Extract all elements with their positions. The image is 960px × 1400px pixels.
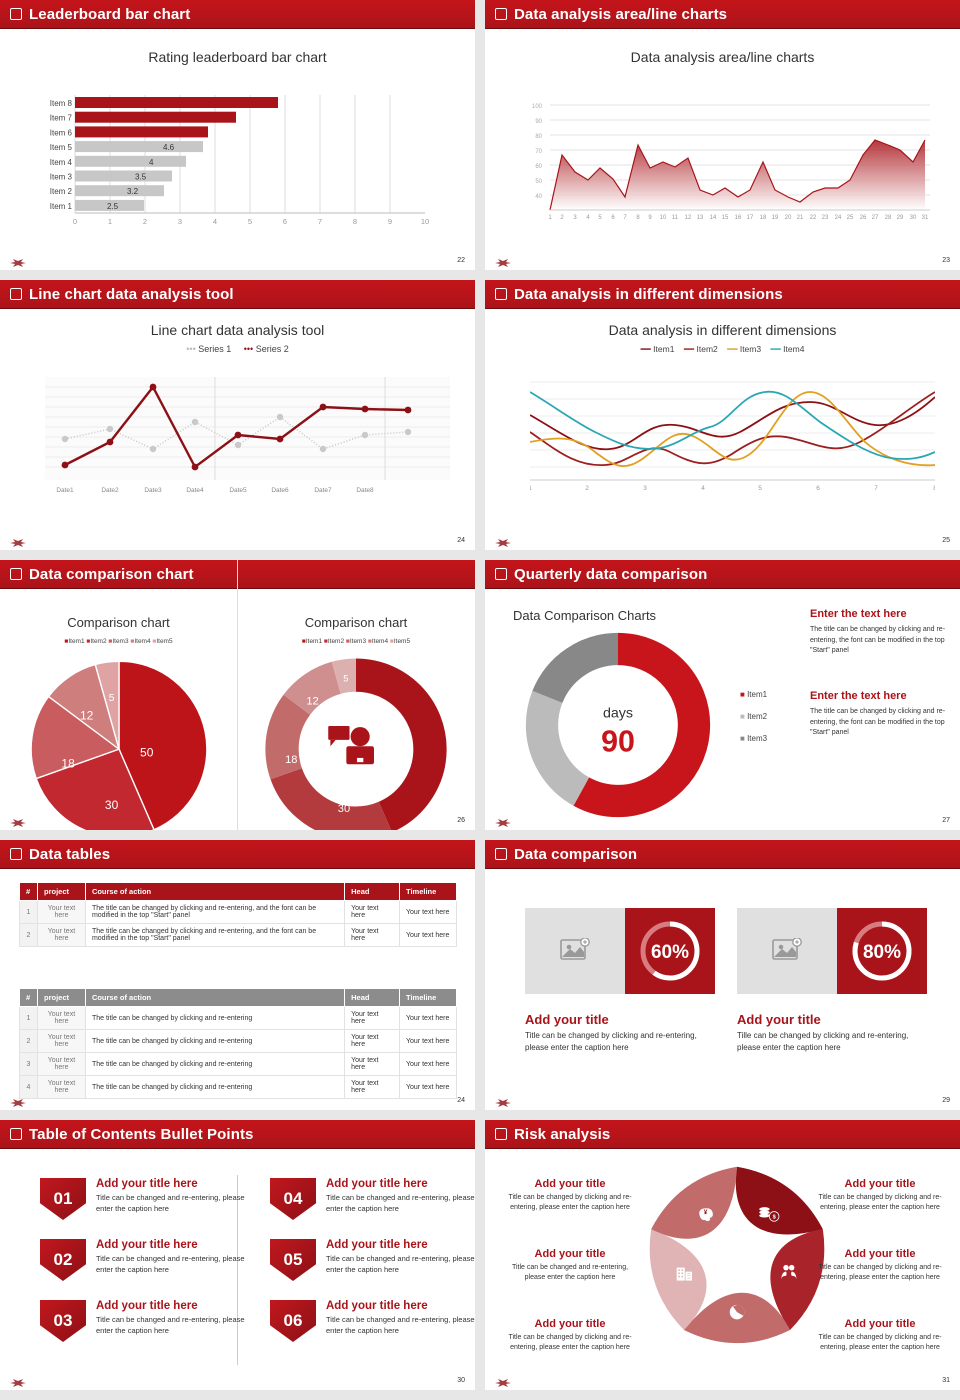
svg-text:30: 30	[104, 798, 118, 812]
svg-text:16: 16	[735, 215, 742, 221]
svg-text:50: 50	[396, 745, 408, 757]
svg-text:15: 15	[722, 215, 729, 221]
svg-text:9: 9	[648, 215, 652, 221]
svg-text:3.2: 3.2	[127, 187, 139, 196]
svg-text:1: 1	[548, 215, 552, 221]
svg-text:2: 2	[560, 215, 564, 221]
svg-text:19: 19	[772, 215, 779, 221]
svg-text:8: 8	[933, 485, 935, 492]
svg-text:50: 50	[535, 179, 542, 185]
svg-text:14: 14	[710, 215, 717, 221]
svg-text:80%: 80%	[863, 942, 901, 963]
svg-text:23: 23	[822, 215, 829, 221]
svg-text:5: 5	[248, 217, 252, 226]
svg-text:Date2: Date2	[101, 487, 119, 494]
svg-text:10: 10	[421, 217, 429, 226]
svg-text:10: 10	[660, 215, 667, 221]
svg-text:60%: 60%	[651, 942, 689, 963]
svg-text:26: 26	[860, 215, 867, 221]
svg-text:Item 2: Item 2	[50, 187, 73, 196]
svg-text:22: 22	[810, 215, 817, 221]
svg-text:27: 27	[872, 215, 879, 221]
svg-text:9: 9	[388, 217, 392, 226]
svg-text:7: 7	[318, 217, 322, 226]
svg-text:90: 90	[535, 119, 542, 125]
svg-text:Item 1: Item 1	[50, 202, 73, 211]
svg-text:20: 20	[785, 215, 792, 221]
svg-text:4: 4	[213, 217, 217, 226]
svg-text:3.5: 3.5	[135, 173, 147, 182]
svg-text:100: 100	[532, 104, 543, 110]
svg-text:3: 3	[178, 217, 182, 226]
svg-text:24: 24	[835, 215, 842, 221]
svg-text:25: 25	[847, 215, 854, 221]
svg-text:12: 12	[306, 696, 318, 708]
svg-text:7: 7	[623, 215, 627, 221]
svg-text:3: 3	[643, 485, 647, 492]
svg-text:1: 1	[530, 485, 532, 492]
svg-text:4: 4	[149, 158, 154, 167]
svg-text:Item 7: Item 7	[50, 114, 73, 123]
svg-text:30: 30	[910, 215, 917, 221]
svg-text:18: 18	[285, 754, 297, 766]
svg-text:5: 5	[343, 674, 348, 684]
svg-text:Date1: Date1	[56, 487, 74, 494]
svg-text:Item 4: Item 4	[50, 158, 73, 167]
svg-text:21: 21	[797, 215, 804, 221]
svg-text:2: 2	[585, 485, 589, 492]
svg-text:Item 5: Item 5	[50, 143, 73, 152]
svg-text:6: 6	[283, 217, 287, 226]
svg-text:70: 70	[535, 149, 542, 155]
svg-text:80: 80	[535, 134, 542, 140]
svg-text:Date3: Date3	[144, 487, 162, 494]
svg-text:31: 31	[922, 215, 929, 221]
svg-text:days: days	[603, 705, 633, 721]
svg-text:Date7: Date7	[314, 487, 332, 494]
svg-text:12: 12	[685, 215, 692, 221]
svg-text:8: 8	[636, 215, 640, 221]
svg-text:60: 60	[535, 164, 542, 170]
svg-text:Date5: Date5	[229, 487, 247, 494]
svg-text:Date8: Date8	[356, 487, 374, 494]
svg-text:¥: ¥	[704, 1209, 708, 1216]
svg-text:4.6: 4.6	[163, 143, 175, 152]
svg-text:Item 8: Item 8	[50, 99, 73, 108]
svg-text:17: 17	[747, 215, 754, 221]
svg-text:28: 28	[885, 215, 892, 221]
svg-text:18: 18	[760, 215, 767, 221]
svg-text:11: 11	[672, 215, 679, 221]
svg-text:29: 29	[897, 215, 904, 221]
svg-text:Date4: Date4	[186, 487, 204, 494]
svg-text:5: 5	[108, 693, 114, 704]
svg-text:4: 4	[586, 215, 590, 221]
svg-text:0: 0	[73, 217, 77, 226]
svg-text:Date6: Date6	[271, 487, 289, 494]
svg-text:6: 6	[611, 215, 615, 221]
svg-text:18: 18	[61, 757, 75, 771]
svg-text:50: 50	[140, 746, 154, 760]
svg-text:Item 3: Item 3	[50, 173, 73, 182]
svg-text:40: 40	[535, 194, 542, 200]
svg-text:12: 12	[79, 709, 93, 723]
svg-text:90: 90	[601, 725, 635, 759]
svg-text:2.5: 2.5	[107, 202, 119, 211]
svg-text:7: 7	[874, 485, 878, 492]
svg-text:5: 5	[598, 215, 602, 221]
svg-text:30: 30	[338, 803, 350, 815]
svg-text:2: 2	[143, 217, 147, 226]
svg-text:6: 6	[816, 485, 820, 492]
svg-text:1: 1	[108, 217, 112, 226]
svg-text:3: 3	[573, 215, 577, 221]
svg-text:4: 4	[701, 485, 705, 492]
svg-text:8: 8	[353, 217, 357, 226]
svg-text:5: 5	[758, 485, 762, 492]
svg-text:Item 6: Item 6	[50, 128, 73, 137]
svg-text:13: 13	[697, 215, 704, 221]
